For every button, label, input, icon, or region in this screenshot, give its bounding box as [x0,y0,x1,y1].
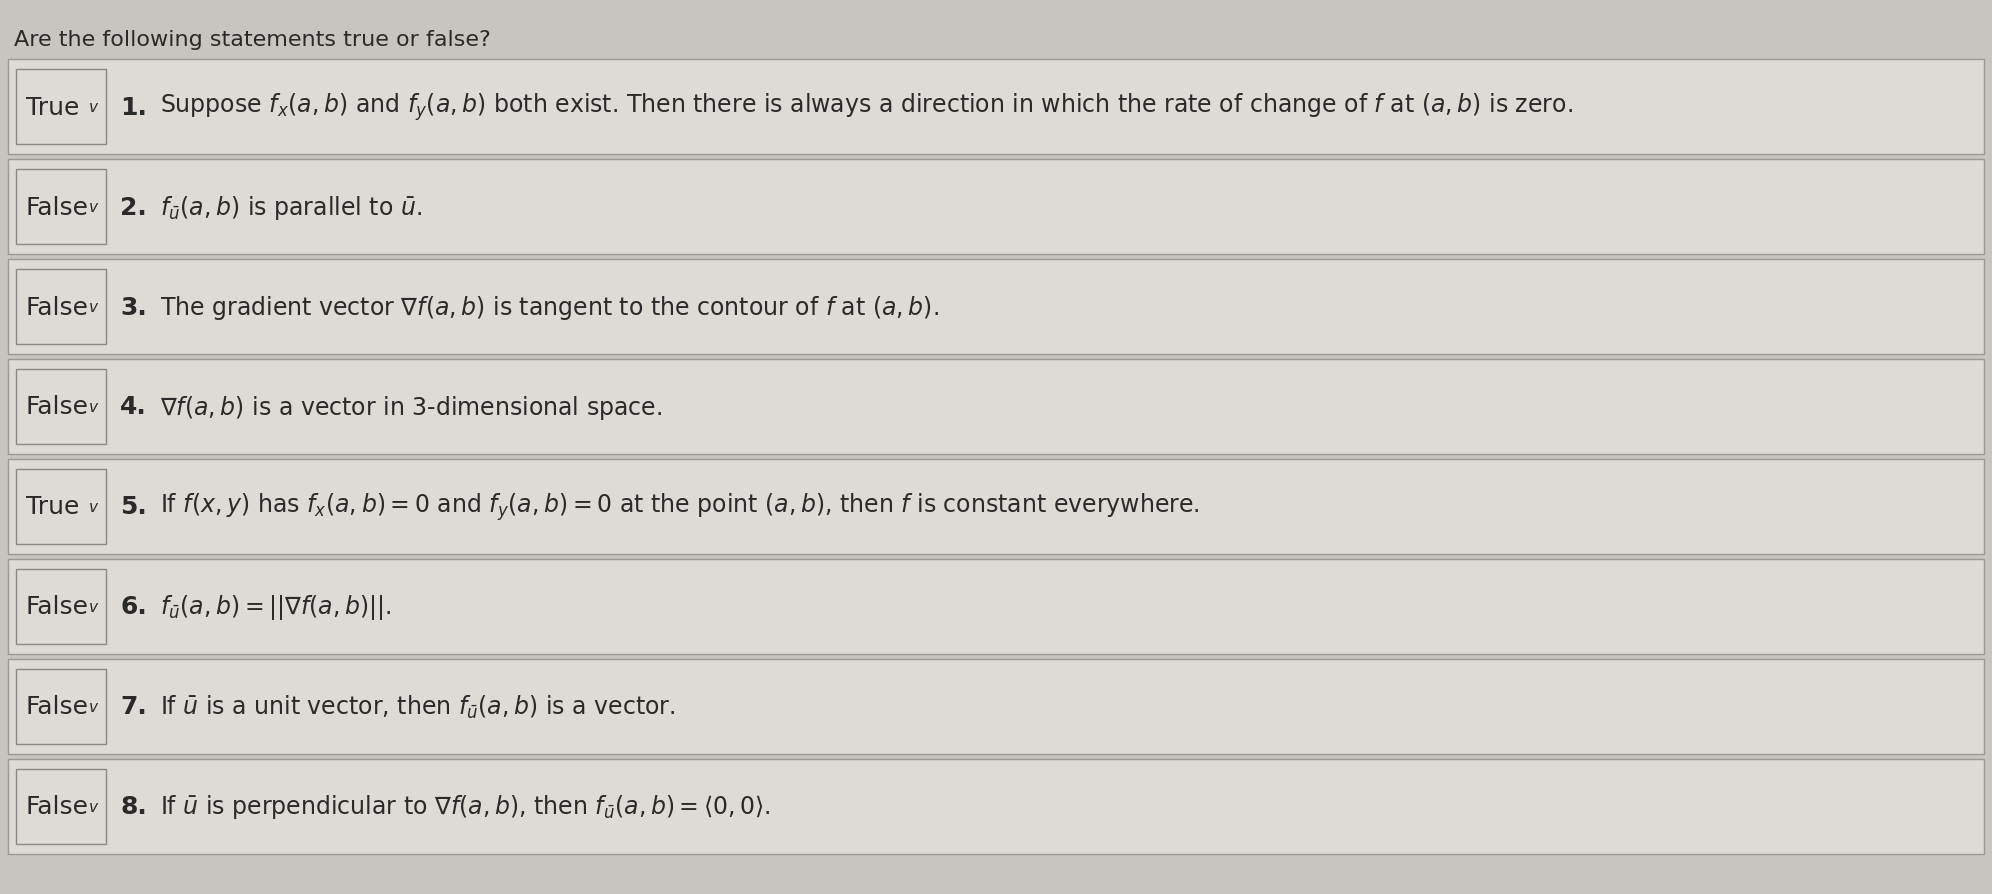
Bar [16,670,106,744]
Text: If $f(x, y)$ has $f_x(a,b) = 0$ and $f_y(a, b) = 0$ at the point $(a, b)$, then : If $f(x, y)$ has $f_x(a,b) = 0$ and $f_y… [159,491,1199,523]
Text: v: v [90,199,98,215]
Bar [16,270,106,344]
Text: 4.: 4. [120,395,147,419]
Text: If $\bar{u}$ is perpendicular to $\nabla f(a, b)$, then $f_{\bar{u}}(a, b) = \la: If $\bar{u}$ is perpendicular to $\nabla… [159,793,771,821]
Text: v: v [90,400,98,415]
Bar [16,369,106,444]
Text: v: v [90,799,98,814]
Text: 8.: 8. [120,795,147,819]
Text: True: True [26,495,80,519]
Bar [16,170,106,245]
Bar [8,759,1984,854]
Bar [8,60,1984,155]
Text: v: v [90,100,98,114]
Text: $f_{\bar{u}}(a, b) = ||\nabla f(a, b)||$.: $f_{\bar{u}}(a, b) = ||\nabla f(a, b)||$… [159,593,390,621]
Bar [8,460,1984,554]
Text: False: False [26,395,90,419]
Text: 6.: 6. [120,595,147,619]
Text: 2.: 2. [120,195,147,219]
Text: $f_{\bar{u}}(a, b)$ is parallel to $\bar{u}$.: $f_{\bar{u}}(a, b)$ is parallel to $\bar… [159,193,422,221]
Text: 7.: 7. [120,695,147,719]
Text: $\nabla f(a,b)$ is a vector in 3-dimensional space.: $\nabla f(a,b)$ is a vector in 3-dimensi… [159,393,661,421]
Bar [8,160,1984,255]
Text: False: False [26,595,90,619]
Bar [8,560,1984,654]
Bar [8,359,1984,454]
Text: v: v [90,599,98,614]
Bar [8,659,1984,755]
Bar [8,260,1984,355]
Text: v: v [90,699,98,714]
Text: 3.: 3. [120,295,147,319]
Text: The gradient vector $\nabla f(a, b)$ is tangent to the contour of $f$ at $(a, b): The gradient vector $\nabla f(a, b)$ is … [159,293,938,321]
Text: Suppose $f_x(a,b)$ and $f_y(a,b)$ both exist. Then there is always a direction i: Suppose $f_x(a,b)$ and $f_y(a,b)$ both e… [159,91,1574,123]
Bar [16,469,106,544]
Text: False: False [26,795,90,819]
Bar [16,569,106,645]
Bar [16,769,106,844]
Text: False: False [26,695,90,719]
Text: 1.: 1. [120,96,147,120]
Text: v: v [90,500,98,514]
Text: False: False [26,295,90,319]
Bar [16,70,106,145]
Text: If $\bar{u}$ is a unit vector, then $f_{\bar{u}}(a, b)$ is a vector.: If $\bar{u}$ is a unit vector, then $f_{… [159,693,675,721]
Text: Are the following statements true or false?: Are the following statements true or fal… [14,30,490,50]
Text: v: v [90,299,98,315]
Text: 5.: 5. [120,495,147,519]
Text: False: False [26,195,90,219]
Text: True: True [26,96,80,120]
